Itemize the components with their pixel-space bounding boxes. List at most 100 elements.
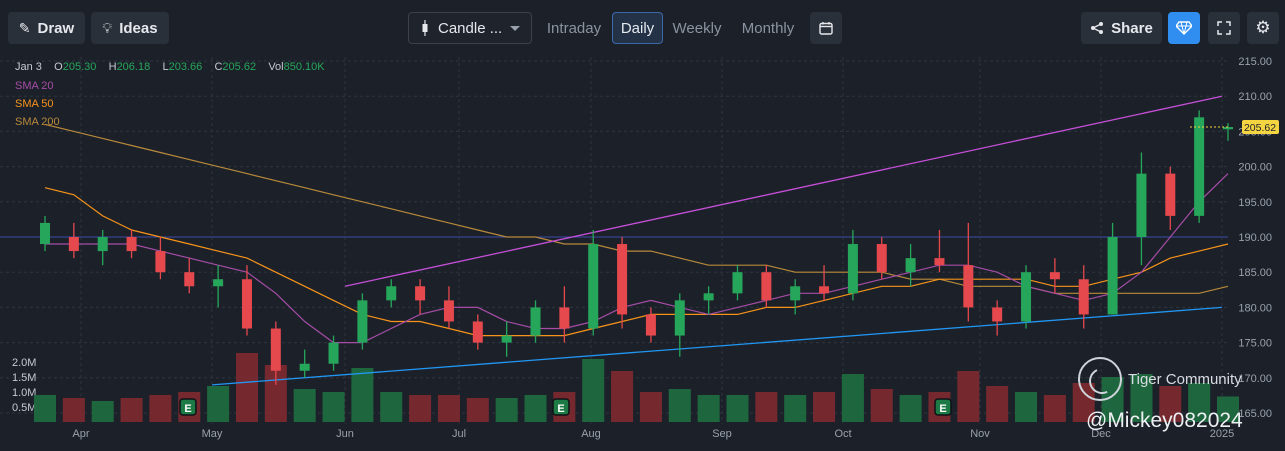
volume-tick-label: 2.0M: [12, 357, 36, 369]
candle-body: [588, 244, 599, 329]
candle-body: [1194, 117, 1205, 216]
ideas-button[interactable]: 💡︎ Ideas: [91, 12, 169, 44]
toolbar: ✎ Draw 💡︎ Ideas Candle ... Intraday Dail…: [0, 0, 1285, 57]
volume-bar: [495, 398, 518, 422]
x-tick-label: Apr: [72, 428, 89, 440]
vol-value: 850.10K: [283, 61, 325, 73]
volume-bar: [697, 395, 720, 422]
volume-tick-label: 0.5M: [12, 402, 36, 414]
pencil-icon: ✎: [18, 19, 31, 36]
x-tick-label: 2025: [1210, 428, 1234, 440]
volume-bar: [322, 392, 345, 422]
tab-monthly[interactable]: Monthly: [741, 19, 795, 37]
candle-body: [876, 244, 887, 273]
candle-body: [270, 328, 281, 371]
candle-body: [617, 244, 628, 315]
volume-bar: [524, 395, 547, 422]
volume-bar: [726, 395, 749, 422]
sma20-legend: SMA 20: [15, 80, 54, 92]
fullscreen-button[interactable]: [1208, 12, 1240, 44]
price-tick-label: 170.00: [1238, 373, 1272, 385]
price-tick-label: 180.00: [1238, 302, 1272, 314]
sma50-legend: SMA 50: [15, 98, 54, 110]
candle-body: [847, 244, 858, 294]
candle-body: [1078, 279, 1089, 315]
candle-body: [68, 237, 79, 252]
volume-bar: [62, 398, 85, 422]
gear-icon: ⚙: [1255, 18, 1271, 37]
chevron-down-icon: [510, 26, 520, 31]
volume-bar: [870, 389, 893, 422]
volume-bar: [813, 392, 836, 422]
candle-body: [415, 286, 426, 301]
volume-tick-label: 1.5M: [12, 372, 36, 384]
volume-bar: [784, 395, 807, 422]
candle-body: [1049, 272, 1060, 280]
candle-body: [97, 237, 108, 252]
x-tick-label: Jul: [452, 428, 466, 440]
earnings-marker-label: E: [939, 403, 946, 415]
tab-weekly[interactable]: Weekly: [672, 19, 722, 37]
ideas-label: Ideas: [119, 19, 158, 37]
volume-bar: [149, 395, 172, 422]
volume-bar: [120, 398, 143, 422]
high-label: H: [108, 61, 117, 73]
calendar-button[interactable]: [810, 12, 842, 44]
chart-type-label: Candle ...: [438, 19, 503, 37]
chart-type-select[interactable]: Candle ...: [408, 12, 532, 44]
volume-bar: [380, 392, 403, 422]
candle-body: [126, 237, 137, 252]
price-tick-label: 210.00: [1238, 91, 1272, 103]
candle-body: [645, 314, 656, 336]
high-value: 206.18: [116, 61, 151, 73]
premium-button[interactable]: [1168, 12, 1200, 44]
volume-bar: [437, 395, 460, 422]
low-label: L: [162, 61, 169, 73]
earnings-marker-label: E: [184, 403, 191, 415]
volume-bar: [235, 353, 258, 422]
volume-bar: [899, 395, 922, 422]
price-tick-label: 195.00: [1238, 197, 1272, 209]
candle-body: [963, 265, 974, 308]
ohlc-legend: Jan 3 O205.30 H206.18 L203.66 C205.62 Vo…: [15, 61, 325, 73]
fullscreen-icon: [1217, 21, 1231, 35]
candle-body: [905, 258, 916, 273]
candle-body: [1223, 127, 1233, 130]
price-tick-label: 200.00: [1238, 162, 1272, 174]
candle-body: [559, 307, 570, 329]
x-tick-label: Jun: [336, 428, 354, 440]
share-button[interactable]: Share: [1081, 12, 1162, 44]
tab-intraday[interactable]: Intraday: [546, 19, 602, 37]
candle-body: [328, 342, 339, 364]
candle-body: [530, 307, 541, 336]
low-value: 203.66: [168, 61, 203, 73]
price-chart[interactable]: 215.00210.00205.00200.00195.00190.00185.…: [0, 57, 1285, 451]
tab-daily[interactable]: Daily: [612, 12, 663, 44]
open-label: O: [54, 61, 63, 73]
share-icon: [1091, 22, 1104, 34]
settings-button[interactable]: ⚙: [1247, 12, 1279, 44]
candle-body: [790, 286, 801, 301]
candle-body: [40, 222, 50, 245]
candle-body: [761, 272, 772, 301]
vol-label: Vol: [268, 61, 284, 73]
candle-body: [501, 335, 512, 343]
volume-bar: [351, 368, 374, 422]
volume-bar: [466, 398, 489, 422]
candle-body: [386, 286, 397, 301]
x-tick-label: Sep: [712, 428, 732, 440]
last-price-tag: [1242, 120, 1279, 135]
candle-icon: [422, 20, 428, 36]
volume-bar: [1130, 374, 1153, 422]
price-tick-label: 165.00: [1238, 408, 1272, 420]
x-tick-label: Nov: [970, 428, 990, 440]
calendar-icon: [819, 22, 833, 35]
trend-line-lower: [211, 306, 1223, 386]
sma200-legend: SMA 200: [15, 116, 60, 128]
volume-bar: [409, 395, 432, 422]
candle-body: [934, 258, 945, 266]
volume-bar: [668, 389, 691, 422]
candle-body: [357, 300, 368, 343]
draw-button[interactable]: ✎ Draw: [8, 12, 85, 44]
volume-bar: [91, 401, 114, 422]
